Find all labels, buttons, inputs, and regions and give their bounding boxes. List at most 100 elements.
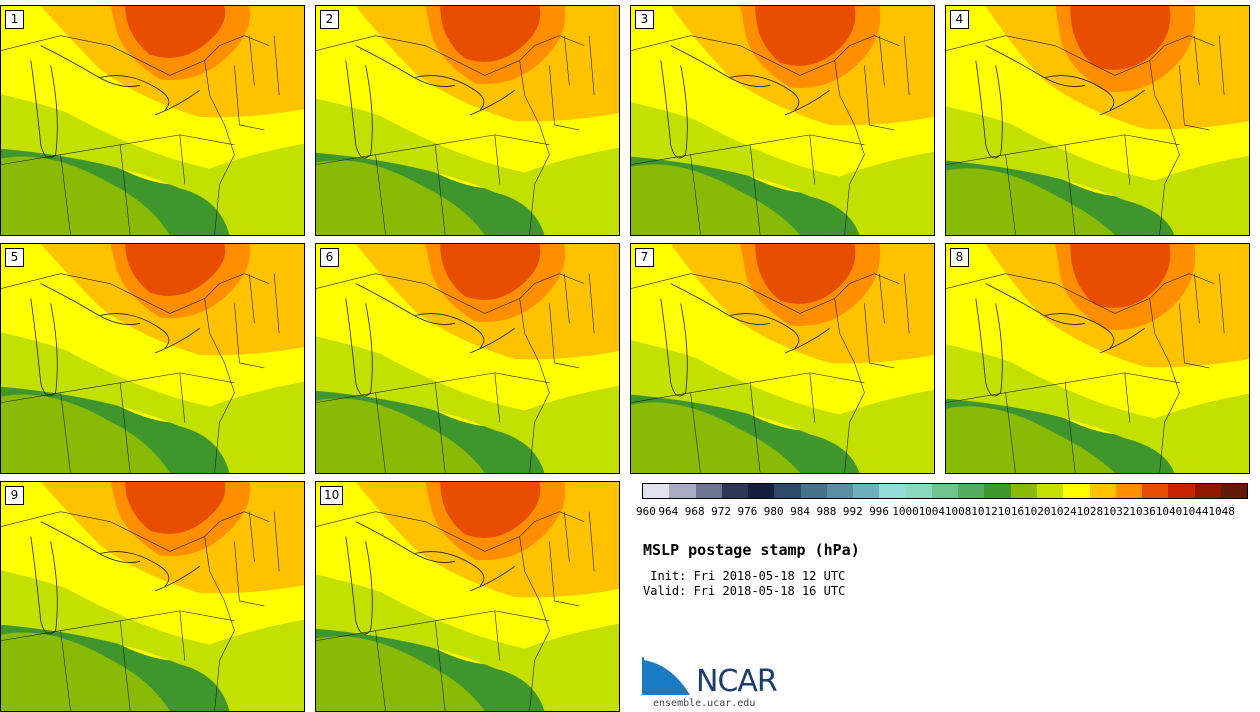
pressure-band — [755, 244, 856, 304]
colorbar-tick-label: 1020 — [1023, 505, 1051, 518]
ensemble-member-map-panel: 7 — [630, 243, 935, 474]
ncar-logo-icon — [642, 655, 694, 695]
state-borders — [1, 35, 280, 235]
pressure-band — [946, 406, 1115, 473]
pressure-band — [1, 59, 304, 169]
state-borders — [1, 273, 280, 473]
state-borders — [1, 511, 280, 711]
ensemble-member-map-panel: 10 — [315, 481, 620, 712]
ensemble-member-map-panel: 3 — [630, 5, 935, 236]
pressure-band — [946, 344, 1249, 473]
colorbar-tick-label: 992 — [842, 505, 863, 518]
mslp-contour-map — [1, 244, 304, 473]
colorbar-tick-label: 1012 — [971, 505, 998, 518]
valid-time: Valid: Fri 2018-05-18 16 UTC — [643, 584, 846, 598]
pressure-band — [316, 636, 485, 711]
ensemble-member-map-panel: 1 — [0, 5, 305, 236]
mslp-contour-map — [316, 482, 619, 711]
member-number-label: 10 — [320, 486, 344, 505]
state-borders — [946, 273, 1225, 473]
colorbar-tick-label: 1036 — [1129, 505, 1156, 518]
colorbar-swatch — [826, 484, 854, 498]
pressure-band — [316, 574, 619, 711]
pressure-band — [631, 164, 800, 235]
coastlines — [975, 283, 1145, 397]
member-number-label: 2 — [320, 10, 339, 29]
member-number-label: 8 — [950, 248, 969, 267]
chart-title: MSLP postage stamp (hPa) — [643, 541, 860, 559]
colorbar-swatch — [669, 484, 696, 498]
ensemble-member-map-panel: 5 — [0, 243, 305, 474]
ensemble-member-map-panel: 8 — [945, 243, 1250, 474]
colorbar-swatch — [853, 484, 880, 498]
colorbar-tick-label: 1004 — [918, 505, 946, 518]
mslp-contour-map — [631, 244, 934, 473]
pressure-band — [1, 535, 304, 645]
mslp-contour-map — [631, 6, 934, 235]
ensemble-member-map-panel: 2 — [315, 5, 620, 236]
state-borders — [316, 35, 595, 235]
colorbar-swatch — [774, 484, 801, 498]
colorbar — [642, 483, 1248, 499]
pressure-band — [440, 6, 541, 62]
colorbar-swatch — [984, 484, 1011, 498]
pressure-band — [631, 305, 934, 415]
colorbar-swatch — [958, 484, 985, 498]
colorbar-swatch — [721, 484, 749, 498]
member-number-label: 9 — [5, 486, 24, 505]
member-number-label: 5 — [5, 248, 24, 267]
pressure-band — [316, 301, 619, 411]
mslp-contour-map — [1, 482, 304, 711]
pressure-band — [1, 156, 170, 235]
colorbar-tick-label: 976 — [737, 505, 758, 518]
pressure-band — [125, 482, 226, 534]
colorbar-swatch — [879, 484, 906, 498]
colorbar-swatch — [1142, 484, 1169, 498]
pressure-band — [316, 63, 619, 173]
mslp-contour-map — [1, 6, 304, 235]
pressure-band — [946, 168, 1115, 235]
mslp-contour-map — [316, 6, 619, 235]
colorbar-swatch — [1220, 484, 1248, 498]
source-url: ensemble.ucar.edu — [653, 698, 756, 709]
pressure-band — [1070, 6, 1171, 70]
colorbar-swatch — [1168, 484, 1195, 498]
coastlines — [30, 283, 200, 397]
pressure-band — [631, 102, 934, 235]
ensemble-member-map-panel: 4 — [945, 5, 1250, 236]
colorbar-swatch — [1194, 484, 1221, 498]
state-borders — [631, 273, 910, 473]
pressure-band — [1, 332, 304, 473]
pressure-band — [946, 106, 1249, 235]
colorbar-swatch — [748, 484, 775, 498]
coastlines — [660, 283, 830, 397]
pressure-band — [125, 244, 226, 296]
member-number-label: 6 — [320, 248, 339, 267]
colorbar-tick-label: 1028 — [1076, 505, 1104, 518]
colorbar-tick-label: 1000 — [892, 505, 919, 518]
state-borders — [631, 35, 910, 235]
member-number-label: 7 — [635, 248, 654, 267]
pressure-band — [1070, 244, 1171, 308]
colorbar-tick-label: 1040 — [1155, 505, 1183, 518]
coastlines — [975, 45, 1145, 159]
colorbar-swatch — [1063, 484, 1090, 498]
state-borders — [946, 35, 1225, 235]
pressure-band — [440, 482, 541, 538]
pressure-band — [631, 402, 800, 473]
pressure-band — [631, 67, 934, 177]
colorbar-tick-label: 984 — [790, 505, 811, 518]
colorbar-tick-label: 964 — [658, 505, 679, 518]
coastlines — [345, 45, 515, 159]
pressure-band — [316, 160, 485, 235]
colorbar-tick-label: 988 — [816, 505, 837, 518]
pressure-band — [316, 539, 619, 649]
pressure-band — [755, 6, 856, 66]
member-number-label: 4 — [950, 10, 969, 29]
colorbar-labels: 960 964 968 972 976 980 984 988 992 996 1000 1004 10… — [636, 505, 1248, 519]
colorbar-swatch — [695, 484, 722, 498]
member-number-label: 3 — [635, 10, 654, 29]
mslp-contour-map — [946, 6, 1249, 235]
colorbar-swatch — [1036, 484, 1064, 498]
colorbar-tick-label: 996 — [869, 505, 890, 518]
